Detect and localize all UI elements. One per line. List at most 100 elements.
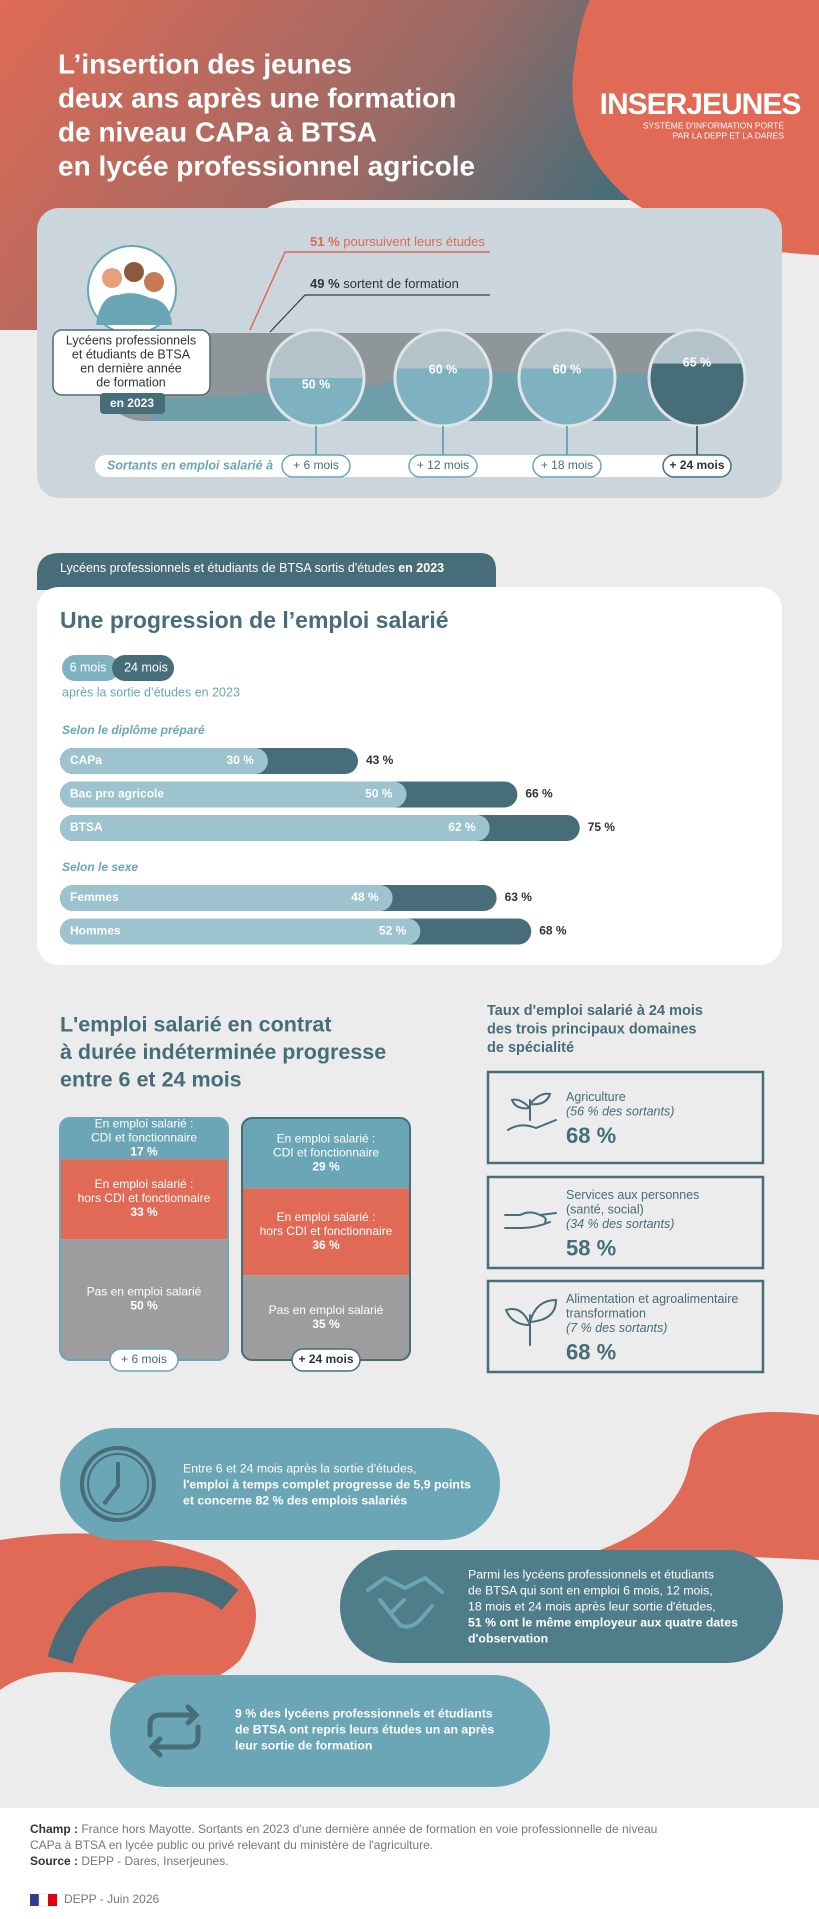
highlight-line: leur sortie de formation	[235, 1738, 372, 1752]
domain-name: (santé, social)	[566, 1202, 644, 1216]
credit: DEPP - Juin 2026	[64, 1892, 159, 1906]
milestone-value: 65 %	[683, 355, 712, 369]
person-head	[124, 262, 144, 282]
segment-label: hors CDI et fonctionnaire	[78, 1191, 211, 1205]
domain-box	[486, 1070, 765, 1165]
domain-rate: 68 %	[566, 1339, 616, 1364]
segment-value: 35 %	[312, 1317, 340, 1331]
bar-value-24: 66 %	[525, 787, 553, 801]
stack-segment	[60, 1159, 228, 1239]
scope-text: France hors Mayotte. Sortants en 2023 d'…	[81, 1822, 657, 1836]
toggle-label: 6 mois	[70, 660, 107, 674]
bar-6-months	[60, 748, 268, 774]
milestone-label: + 24 mois	[669, 458, 724, 472]
domain-rate: 68 %	[566, 1123, 616, 1148]
scope-text: CAPa à BTSA en lycée public ou privé rel…	[30, 1838, 433, 1852]
cohort-year: en 2023	[110, 396, 154, 410]
exit-value: 49 %	[310, 276, 340, 291]
cdi-title-line: à durée indéterminée progresse	[60, 1040, 386, 1064]
milestone-pill	[281, 454, 351, 478]
bar-value-6: 62 %	[448, 820, 476, 834]
highlight-line: 51 % ont le même employeur aux quatre da…	[468, 1615, 738, 1629]
title-line: deux ans après une formation	[58, 82, 456, 113]
highlight-line: de BTSA qui sont en emploi 6 mois, 12 mo…	[468, 1583, 713, 1597]
person-head	[102, 268, 122, 288]
domain-box	[486, 1279, 765, 1374]
milestone-value: 60 %	[429, 362, 458, 376]
footer	[0, 1808, 819, 1919]
segment-value: 33 %	[130, 1205, 158, 1219]
bar-value-24: 75 %	[588, 820, 616, 834]
segment-label: CDI et fonctionnaire	[273, 1145, 379, 1159]
bar-value-6: 50 %	[365, 787, 393, 801]
stack-segment	[242, 1188, 410, 1276]
icon-hand	[504, 1211, 557, 1229]
continue-label: 51 % poursuivent leurs études	[310, 234, 485, 249]
segment-label: En emploi salarié :	[95, 1117, 194, 1131]
source-text: DEPP - Dares, Inserjeunes.	[81, 1854, 228, 1868]
title-line: de niveau CAPa à BTSA	[58, 116, 377, 147]
domain-share: (56 % des sortants)	[566, 1105, 674, 1119]
segment-label: Pas en emploi salarié	[87, 1285, 202, 1299]
logo-subtitle: PAR LA DEPP ET LA DARES	[673, 130, 785, 140]
cohort-line: Lycéens professionnels	[66, 333, 196, 347]
cohort-line: en dernière année	[80, 361, 182, 375]
column-pill	[291, 1348, 361, 1372]
milestone-axis-label: Sortants en emploi salarié à	[107, 458, 273, 472]
scope-line: CAPa à BTSA en lycée public ou privé rel…	[30, 1838, 433, 1852]
bar-value-24: 63 %	[505, 890, 533, 904]
milestone-label: + 12 mois	[417, 458, 469, 472]
toggle-6	[62, 655, 119, 681]
bar-6-months	[60, 918, 421, 945]
employment-panel	[37, 587, 782, 965]
icon-leaves	[504, 1298, 558, 1346]
domains-title-line: Taux d'emploi salarié à 24 mois	[487, 1003, 703, 1019]
domain-name: transformation	[566, 1306, 646, 1320]
title-line: en lycée professionnel agricole	[58, 150, 475, 181]
section-subtitle: après la sortie d’études en 2023	[62, 685, 240, 699]
stack-segment	[242, 1275, 410, 1360]
highlight-pill	[110, 1675, 550, 1787]
section-tab-label: Lycéens professionnels et étudiants de B…	[60, 561, 444, 575]
exit-label: 49 % sortent de formation	[310, 276, 459, 291]
bar-label: BTSA	[70, 820, 103, 834]
icon-plant	[507, 1092, 557, 1131]
bar-label: Bac pro agricole	[70, 787, 164, 801]
milestone-pill	[662, 454, 732, 478]
highlight-line: 9 % des lycéens professionnels et étudia…	[235, 1706, 493, 1720]
source-line: Source : DEPP - Dares, Inserjeunes.	[30, 1854, 229, 1868]
bar-6-months	[60, 885, 393, 911]
segment-label: CDI et fonctionnaire	[91, 1131, 197, 1145]
scope-line: Champ : France hors Mayotte. Sortants en…	[30, 1822, 657, 1836]
highlight-line: 18 mois et 24 mois après leur sortie d'é…	[468, 1599, 716, 1613]
bar-value-24: 68 %	[539, 924, 567, 938]
continue-text: poursuivent leurs études	[340, 234, 486, 249]
cohort-line: et étudiants de BTSA	[72, 347, 191, 361]
person-head	[144, 272, 164, 292]
cdi-title-line: entre 6 et 24 mois	[60, 1068, 242, 1092]
toggle-24	[112, 655, 174, 681]
icon-handshake	[366, 1575, 444, 1629]
tab-year: en 2023	[398, 561, 444, 575]
milestone-label: + 18 mois	[541, 458, 593, 472]
segment-label: En emploi salarié :	[277, 1210, 376, 1224]
bar-value-24: 43 %	[366, 753, 394, 767]
domain-rate: 58 %	[566, 1235, 616, 1260]
segment-value: 29 %	[312, 1159, 340, 1173]
highlight-line: d'observation	[468, 1631, 548, 1645]
icon-clock	[80, 1446, 156, 1522]
section-title: Une progression de l’emploi salarié	[60, 607, 449, 633]
milestone-value: 50 %	[302, 377, 331, 391]
bar-6-months	[60, 815, 490, 841]
bar-label: Femmes	[70, 890, 119, 904]
domain-name: Alimentation et agroalimentaire	[566, 1292, 738, 1306]
column-label: + 6 mois	[121, 1352, 167, 1366]
flag	[38, 1893, 49, 1907]
group-label: Selon le diplôme préparé	[62, 723, 205, 737]
cohort-line: de formation	[96, 375, 166, 389]
milestone-pill	[532, 454, 602, 478]
segment-label: hors CDI et fonctionnaire	[260, 1224, 393, 1238]
domain-box	[486, 1175, 765, 1270]
logo: INSERJEUNES	[600, 88, 801, 121]
logo-subtitle: SYSTÈME D'INFORMATION PORTÉ	[643, 120, 784, 130]
